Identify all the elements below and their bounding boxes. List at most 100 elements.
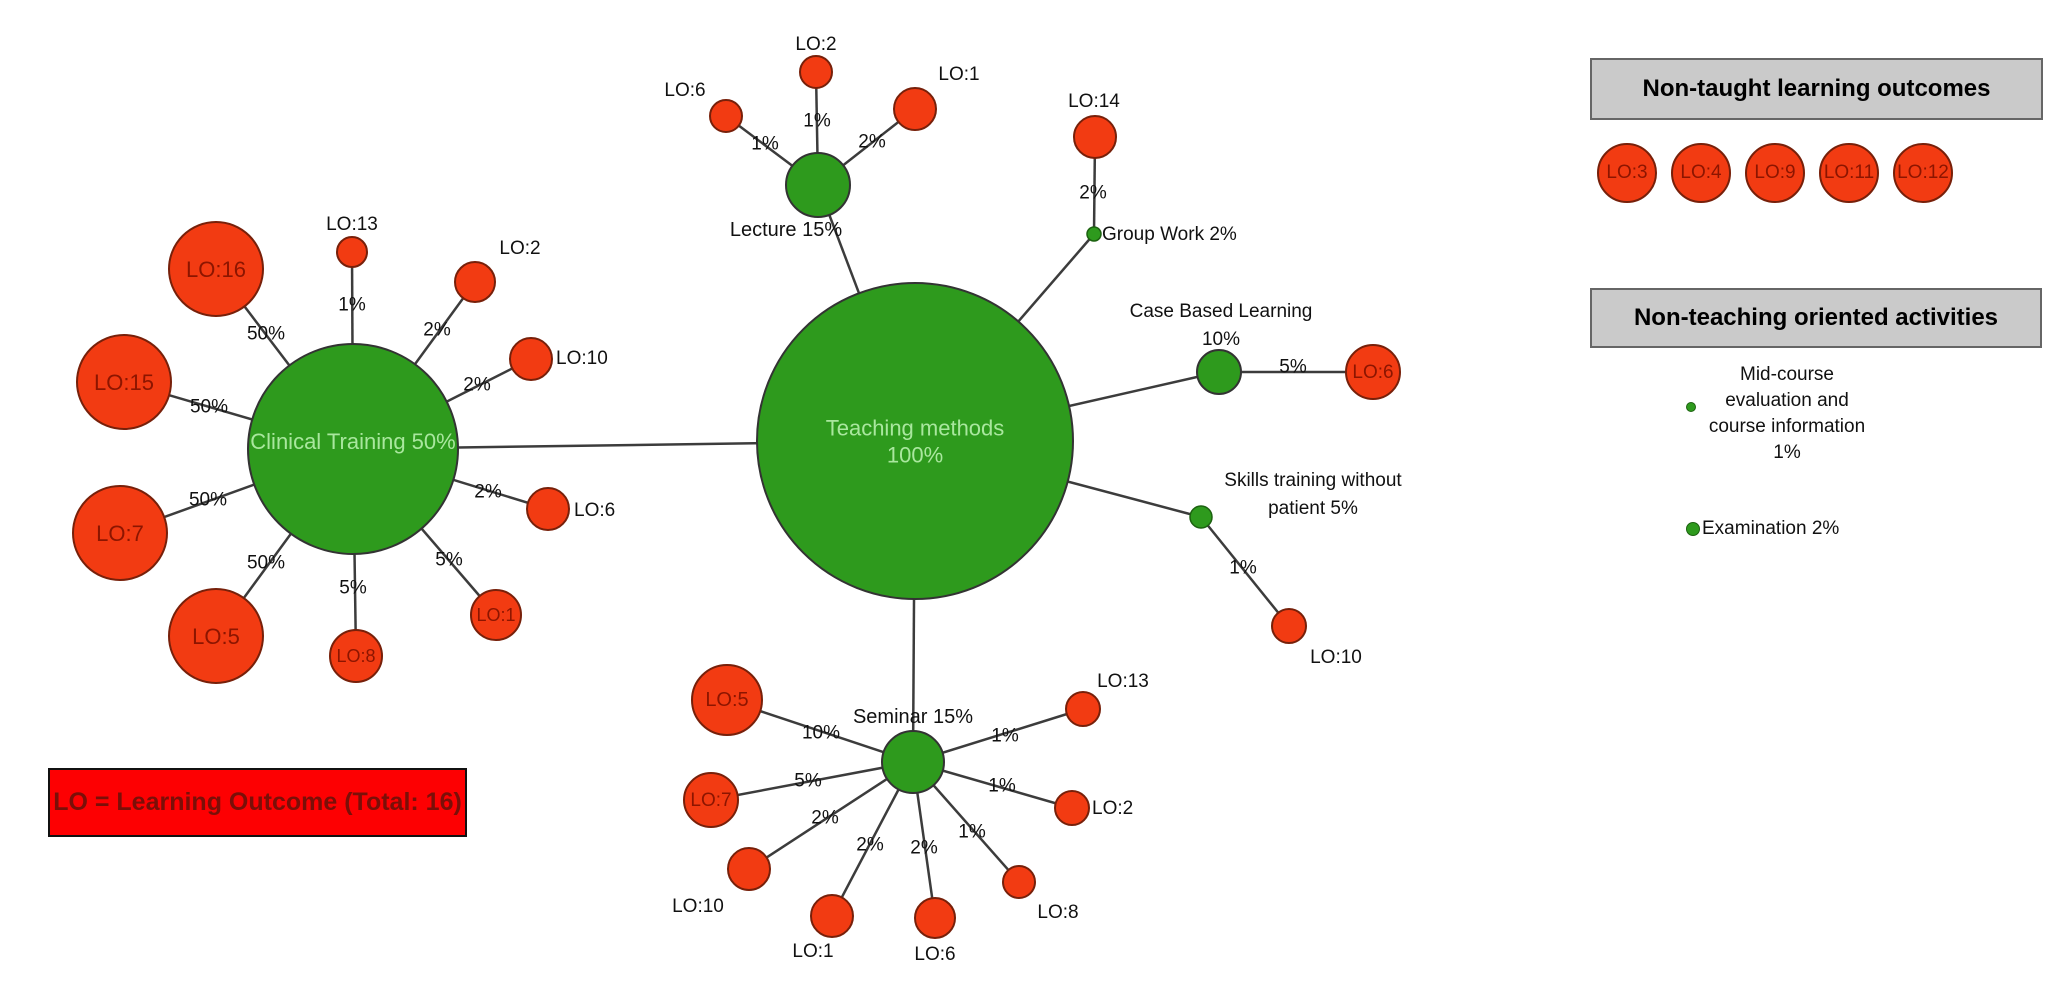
node-s10 (1271, 608, 1307, 644)
edge-label-seminar-se1: 2% (856, 835, 884, 856)
node-c10 (509, 337, 553, 381)
label-c15: LO:15 (94, 370, 154, 395)
label-l6: LO:6 (664, 80, 705, 101)
edge-label-clinical-c1: 5% (435, 550, 463, 571)
node-c2 (454, 261, 496, 303)
edge-label-clinical-c15: 50% (190, 397, 228, 418)
label-g14: LO:14 (1068, 91, 1120, 112)
node-clinical (247, 343, 459, 555)
label-c6: LO:6 (574, 500, 615, 521)
label-se8: LO:8 (1037, 902, 1078, 923)
label-c7: LO:7 (96, 521, 144, 546)
label-se6: LO:6 (914, 944, 955, 965)
label-c8: LO:8 (336, 646, 375, 666)
node-se13 (1065, 691, 1101, 727)
edge-label-clinical-c7: 50% (189, 490, 227, 511)
node-se5 (691, 664, 763, 736)
label-c2: LO:2 (499, 238, 540, 259)
node-c5 (168, 588, 264, 684)
node-se2 (1054, 790, 1090, 826)
midcourse-dot-icon (1686, 402, 1696, 412)
label-clinical: Clinical Training 50% (250, 429, 455, 454)
non-taught-lo-row: LO:3 LO:4 LO:9 LO:11 LO:12 (1597, 143, 1953, 203)
edge-label-clinical-c2: 2% (423, 320, 451, 341)
non-taught-lo-chip: LO:12 (1893, 143, 1953, 203)
edge-label-lecture-l1: 2% (858, 132, 886, 153)
label-s10: LO:10 (1310, 647, 1362, 668)
label-c1: LO:1 (476, 605, 515, 625)
non-taught-header: Non-taught learning outcomes (1590, 58, 2043, 120)
node-se7 (683, 772, 739, 828)
edge-label-seminar-se5: 10% (802, 723, 840, 744)
node-l6 (709, 99, 743, 133)
legend-label: LO = Learning Outcome (Total: 16) (53, 788, 462, 816)
node-casebased (1196, 349, 1242, 395)
edge-label-clinical-c6: 2% (474, 482, 502, 503)
node-lecture (785, 152, 851, 218)
non-taught-lo-chip: LO:11 (1819, 143, 1879, 203)
node-se1 (810, 894, 854, 938)
edge-label-clinical-c10: 2% (463, 375, 491, 396)
node-groupwork (1086, 226, 1102, 242)
node-c6 (526, 487, 570, 531)
non-teaching-header-label: Non-teaching oriented activities (1633, 304, 1999, 331)
label-c5: LO:5 (192, 624, 240, 649)
node-skills (1189, 505, 1213, 529)
label-casebased: Case Based Learning 10% (1130, 301, 1313, 350)
non-teaching-header: Non-teaching oriented activities (1590, 288, 2042, 348)
node-c7 (72, 485, 168, 581)
node-c13 (336, 236, 368, 268)
edge-seminar-se10 (748, 760, 914, 871)
node-teaching (756, 282, 1074, 600)
label-lecture: Lecture 15% (730, 219, 843, 241)
midcourse-activity-label: Mid-course evaluation and course informa… (1708, 364, 1866, 463)
non-taught-lo-chip: LO:9 (1745, 143, 1805, 203)
label-se2: LO:2 (1092, 798, 1133, 819)
non-taught-lo-chip: LO:3 (1597, 143, 1657, 203)
edge-label-seminar-se10: 2% (811, 808, 839, 829)
label-cb6: LO:6 (1352, 362, 1393, 383)
edge-label-clinical-c8: 5% (339, 578, 367, 599)
node-c1 (470, 589, 522, 641)
node-l2 (799, 55, 833, 89)
label-se5: LO:5 (705, 689, 748, 711)
label-se13: LO:13 (1097, 671, 1149, 692)
edge-label-skills-s10: 1% (1229, 558, 1257, 579)
label-skills: Skills training without patient 5% (1224, 470, 1402, 519)
edge-label-seminar-se8: 1% (958, 822, 986, 843)
label-se1: LO:1 (792, 941, 833, 962)
legend-box: LO = Learning Outcome (Total: 16) (48, 768, 467, 837)
edge-label-seminar-se7: 5% (794, 771, 822, 792)
edge-seminar-se7 (710, 760, 914, 802)
edge-label-groupwork-g14: 2% (1079, 183, 1107, 204)
edge-label-clinical-c13: 1% (338, 295, 366, 316)
node-c15 (76, 334, 172, 430)
edge-label-casebased-cb6: 5% (1279, 357, 1307, 378)
edge-label-clinical-c16: 50% (247, 324, 285, 345)
label-c10: LO:10 (556, 348, 608, 369)
node-cb6 (1345, 344, 1401, 400)
node-se8 (1002, 865, 1036, 899)
label-c13: LO:13 (326, 214, 378, 235)
node-se6 (914, 897, 956, 939)
non-taught-lo-chip: LO:4 (1671, 143, 1731, 203)
label-seminar: Seminar 15% (853, 706, 973, 728)
examination-label: Examination 2% (1702, 518, 1840, 539)
label-se10: LO:10 (672, 896, 724, 917)
edge-label-clinical-c5: 50% (247, 553, 285, 574)
edge-label-seminar-se6: 2% (910, 838, 938, 859)
node-l1 (893, 87, 937, 131)
edge-skills-s10 (1200, 516, 1290, 627)
label-se7: LO:7 (690, 790, 731, 811)
examination-dot-icon (1686, 522, 1700, 536)
label-l1: LO:1 (938, 64, 979, 85)
node-c8 (329, 629, 383, 683)
edge-label-seminar-se13: 1% (991, 726, 1019, 747)
label-groupwork: Group Work 2% (1102, 224, 1237, 245)
node-seminar (881, 730, 945, 794)
edge-label-seminar-se2: 1% (988, 776, 1016, 797)
examination-activity: Examination 2% (1686, 518, 1839, 540)
edge-label-lecture-l2: 1% (803, 111, 831, 132)
